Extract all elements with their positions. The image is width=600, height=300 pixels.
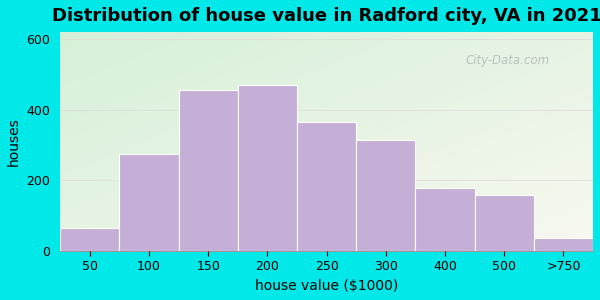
Bar [60,228,119,251]
Bar [475,195,534,251]
Bar [119,154,179,251]
Y-axis label: houses: houses [7,117,21,166]
Bar [297,122,356,251]
Bar [534,238,593,251]
Bar [356,140,415,251]
Title: Distribution of house value in Radford city, VA in 2021: Distribution of house value in Radford c… [52,7,600,25]
Bar [179,90,238,251]
Text: City-Data.com: City-Data.com [465,54,549,67]
Bar [415,188,475,251]
Bar [238,85,297,251]
X-axis label: house value ($1000): house value ($1000) [255,279,398,293]
